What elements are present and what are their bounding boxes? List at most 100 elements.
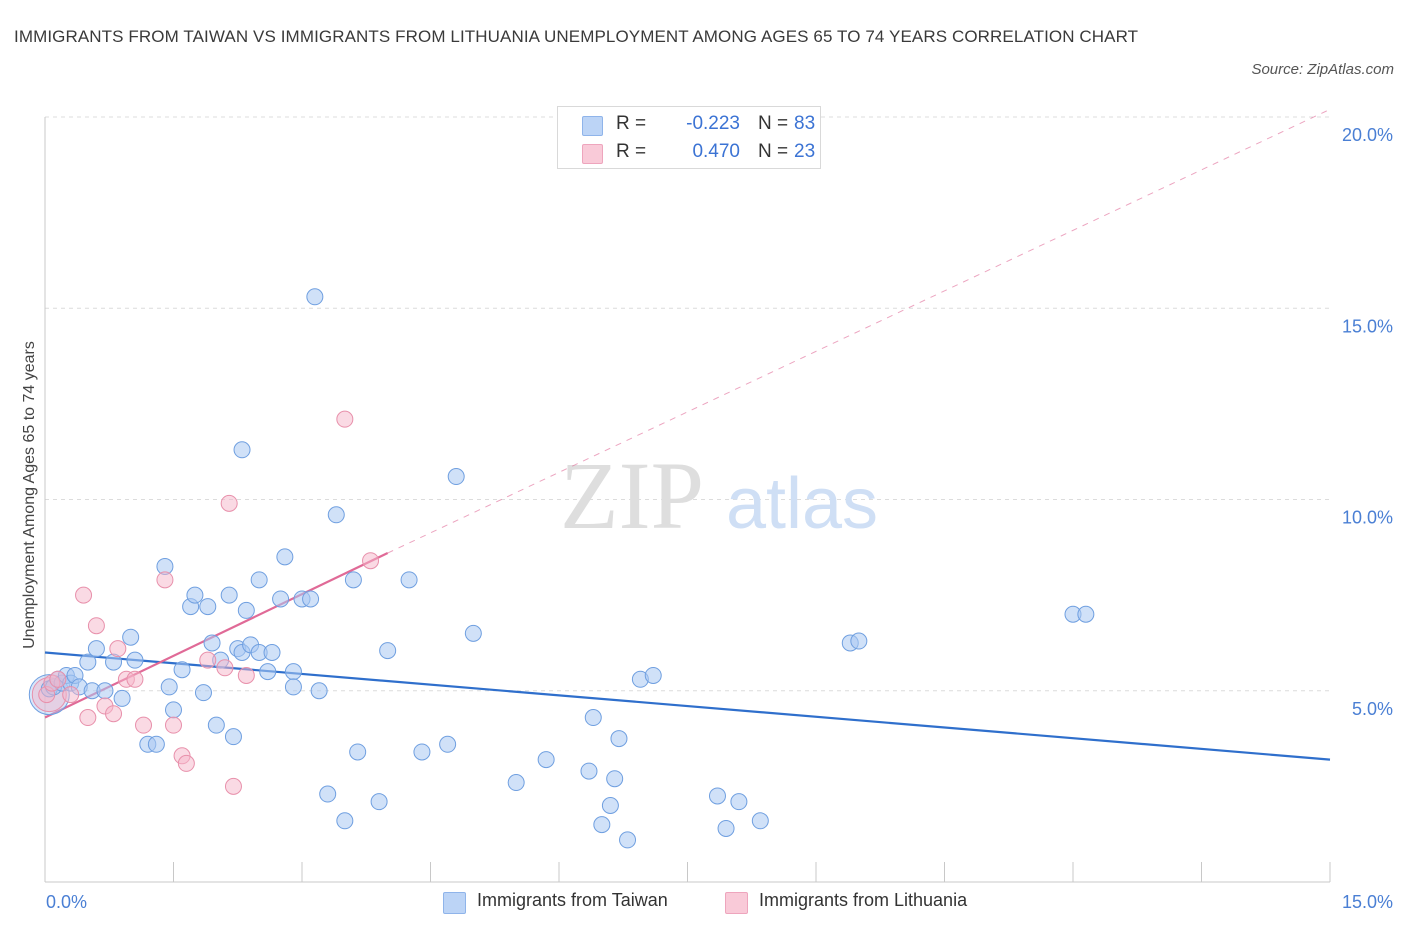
data-point bbox=[284, 663, 302, 681]
stats-legend: R = -0.223 N = 83 R = 0.470 N = 23 bbox=[557, 106, 821, 169]
data-point bbox=[644, 666, 662, 684]
data-point bbox=[165, 701, 182, 719]
data-point bbox=[349, 743, 367, 761]
data-point bbox=[49, 670, 67, 688]
data-point bbox=[160, 678, 178, 696]
data-point bbox=[220, 494, 238, 512]
data-point bbox=[105, 705, 123, 723]
data-points bbox=[28, 288, 1095, 849]
n-label: N = bbox=[758, 141, 789, 162]
data-point bbox=[233, 441, 251, 459]
watermark: ZIP atlas bbox=[560, 442, 878, 549]
data-point bbox=[344, 571, 362, 589]
data-point bbox=[165, 716, 182, 734]
data-point bbox=[147, 735, 165, 753]
data-point bbox=[96, 682, 114, 700]
data-point bbox=[439, 735, 457, 753]
y-tick-label: 15.0% bbox=[1342, 316, 1393, 336]
n-value: 83 bbox=[794, 113, 816, 134]
lithuania-swatch bbox=[725, 892, 748, 914]
data-point bbox=[447, 468, 465, 486]
r-value: -0.223 bbox=[686, 113, 740, 134]
data-point bbox=[62, 686, 80, 704]
tick-labels: 5.0% 10.0% 15.0% 20.0% 0.0% 15.0% bbox=[46, 125, 1393, 912]
data-point bbox=[400, 571, 418, 589]
data-point bbox=[336, 812, 354, 830]
data-point bbox=[1077, 605, 1095, 623]
data-point bbox=[259, 663, 277, 681]
data-point bbox=[601, 797, 619, 814]
data-point bbox=[177, 754, 195, 772]
data-point bbox=[79, 709, 97, 727]
grid-lines bbox=[45, 116, 1330, 692]
data-point bbox=[370, 793, 388, 811]
data-point bbox=[464, 624, 482, 642]
chart-title: IMMIGRANTS FROM TAIWAN VS IMMIGRANTS FRO… bbox=[14, 27, 1139, 46]
data-point bbox=[336, 410, 354, 428]
axes bbox=[44, 117, 1331, 883]
data-point bbox=[580, 762, 598, 780]
data-point bbox=[730, 793, 748, 811]
data-point bbox=[199, 651, 217, 669]
x-tick-label: 0.0% bbox=[46, 892, 87, 912]
n-label: N = bbox=[758, 113, 789, 134]
data-point bbox=[413, 743, 431, 761]
r-label: R = bbox=[616, 113, 647, 134]
data-point bbox=[284, 678, 302, 696]
data-point bbox=[135, 716, 153, 734]
data-point bbox=[186, 586, 204, 604]
r-value: 0.470 bbox=[692, 141, 740, 162]
data-point bbox=[237, 666, 255, 684]
data-point bbox=[362, 552, 380, 570]
data-point bbox=[584, 709, 602, 727]
data-point bbox=[87, 617, 105, 635]
legend-label: Immigrants from Taiwan bbox=[477, 890, 668, 910]
data-point bbox=[87, 640, 105, 658]
data-point bbox=[272, 590, 290, 608]
data-point bbox=[507, 774, 525, 792]
source-note: Source: ZipAtlas.com bbox=[1251, 61, 1394, 78]
watermark-atlas: atlas bbox=[726, 464, 878, 544]
data-point bbox=[379, 642, 397, 660]
data-point bbox=[224, 777, 242, 795]
data-point bbox=[306, 288, 324, 306]
data-point bbox=[319, 785, 337, 803]
data-point bbox=[751, 812, 769, 830]
y-tick-label: 10.0% bbox=[1342, 508, 1393, 528]
data-point bbox=[207, 716, 225, 734]
trend-line bbox=[44, 651, 1331, 761]
data-point bbox=[75, 586, 93, 604]
data-point bbox=[194, 684, 212, 702]
data-point bbox=[220, 586, 238, 604]
data-point bbox=[113, 689, 131, 707]
data-point bbox=[237, 601, 255, 619]
data-point bbox=[850, 632, 868, 650]
data-point bbox=[173, 661, 191, 679]
data-point bbox=[109, 640, 127, 658]
data-point bbox=[126, 670, 144, 688]
trend-line-extension bbox=[387, 108, 1331, 554]
x-tick-label: 15.0% bbox=[1342, 892, 1393, 912]
data-point bbox=[156, 571, 174, 589]
data-point bbox=[717, 819, 735, 837]
taiwan-swatch bbox=[443, 892, 466, 914]
data-point bbox=[310, 682, 328, 700]
data-point bbox=[610, 730, 628, 748]
data-point bbox=[327, 506, 345, 524]
data-point bbox=[216, 659, 234, 677]
taiwan-swatch bbox=[582, 116, 603, 136]
trend-lines bbox=[44, 108, 1331, 761]
y-tick-label: 20.0% bbox=[1342, 125, 1393, 145]
data-point bbox=[708, 787, 726, 805]
legend-label: Immigrants from Lithuania bbox=[759, 890, 968, 910]
data-point bbox=[122, 628, 140, 646]
data-point bbox=[250, 571, 268, 589]
data-point bbox=[302, 590, 320, 608]
n-value: 23 bbox=[794, 141, 816, 162]
data-point bbox=[199, 598, 217, 616]
data-point bbox=[79, 653, 97, 671]
data-point bbox=[593, 816, 611, 834]
data-point bbox=[126, 651, 144, 669]
data-point bbox=[263, 644, 281, 661]
